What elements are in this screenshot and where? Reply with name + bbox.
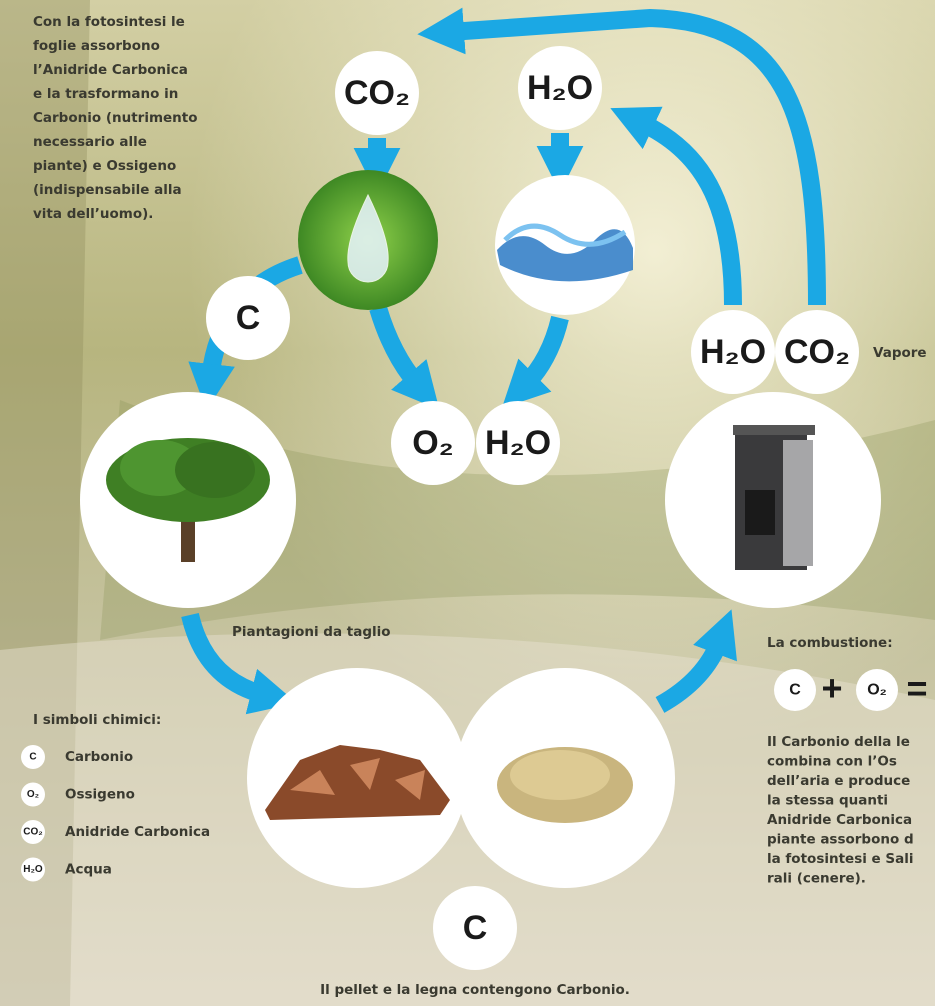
wood-image (247, 668, 467, 888)
intro-line: necessario alle (33, 134, 147, 150)
tree-image (80, 392, 296, 608)
intro-line: foglie assorbono (33, 38, 160, 54)
diagram: CO₂H₂OCO₂H₂OH₂OCO₂C Con la fotosintesi l… (0, 0, 935, 1006)
legend-symbol: H₂O (23, 864, 43, 875)
combustion-line: Anidride Carbonica (767, 812, 912, 828)
water-image (495, 175, 635, 315)
stove-image (665, 392, 881, 608)
legend-symbol: CO₂ (23, 827, 42, 838)
intro-line: piante) e Ossigeno (33, 158, 176, 174)
intro-line: Con la fotosintesi le (33, 14, 185, 30)
caption: Il pellet e la legna contengono Carbonio… (320, 982, 630, 998)
formula: CO₂ (344, 74, 410, 112)
combustion-line: piante assorbono d (767, 832, 914, 848)
combustion-line: rali (cenere). (767, 871, 866, 887)
intro-line: Carbonio (nutrimento (33, 110, 198, 126)
legend-name: Carbonio (65, 749, 133, 765)
combustion-line: dell’aria e produce (767, 773, 910, 789)
vapor-label: Vapore (873, 345, 927, 361)
formula: H₂O (527, 69, 593, 107)
equation-symbol: O₂ (867, 682, 887, 699)
equation-operator: + (821, 668, 842, 709)
formula: C (463, 909, 488, 947)
intro-line: vita dell’uomo). (33, 206, 153, 222)
legend-name: Ossigeno (65, 787, 135, 803)
equation-operator: = (906, 668, 927, 709)
legend-name: Anidride Carbonica (65, 824, 210, 840)
legend-name: Acqua (65, 862, 112, 878)
leaf-image (298, 170, 438, 310)
formula: CO₂ (784, 333, 850, 371)
formula: O₂ (412, 424, 454, 462)
intro-line: l’Anidride Carbonica (33, 62, 188, 78)
intro-line: e la trasformano in (33, 86, 178, 102)
combustion-line: la fotosintesi e Sali (767, 851, 914, 867)
combustion-line: Il Carbonio della le (767, 734, 910, 750)
legend-symbol: C (29, 752, 36, 763)
formula: H₂O (485, 424, 551, 462)
combustion-title: La combustione: (767, 635, 893, 651)
formula: H₂O (700, 333, 766, 371)
intro-line: (indispensabile alla (33, 182, 182, 198)
plantation-label: Piantagioni da taglio (232, 624, 391, 640)
equation-symbol: C (789, 682, 801, 699)
legend-symbol: O₂ (27, 789, 39, 800)
combustion-line: la stessa quanti (767, 793, 888, 809)
legend-title: I simboli chimici: (33, 712, 161, 728)
combustion-line: combina con l’Os (767, 754, 897, 770)
formula: C (236, 299, 261, 337)
pellets-image (455, 668, 675, 888)
